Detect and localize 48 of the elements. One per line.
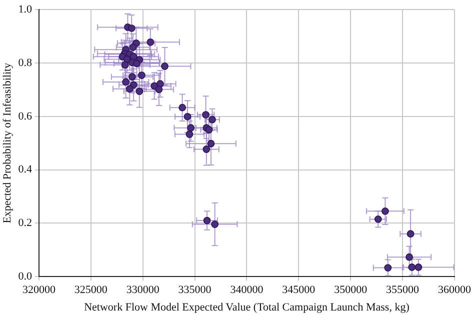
x-tick-label: 335000 xyxy=(178,284,212,296)
point xyxy=(138,72,146,79)
point xyxy=(129,44,137,51)
y-tick-label: 0.4 xyxy=(18,164,32,176)
point xyxy=(133,60,141,68)
point xyxy=(178,104,186,112)
point xyxy=(406,230,414,238)
y-tick-label: 0.0 xyxy=(18,270,32,282)
point xyxy=(202,146,210,153)
point xyxy=(128,73,136,81)
x-tick-label: 330000 xyxy=(126,284,160,296)
point xyxy=(155,86,163,94)
point xyxy=(408,264,416,271)
point xyxy=(384,264,392,272)
point xyxy=(202,111,210,118)
point xyxy=(211,220,219,228)
y-axis-title: Expected Probability of Infeasibility xyxy=(1,62,14,224)
point xyxy=(414,264,422,271)
point xyxy=(161,62,168,70)
point xyxy=(382,207,389,215)
y-tick-label: 0.6 xyxy=(18,110,32,122)
point xyxy=(156,80,164,88)
point xyxy=(186,130,194,138)
x-tick-label: 345000 xyxy=(282,284,316,296)
point xyxy=(122,78,130,86)
point xyxy=(146,38,154,46)
x-tick-label: 320000 xyxy=(22,284,56,296)
x-tick-label: 360000 xyxy=(438,284,472,296)
point xyxy=(126,85,134,93)
point xyxy=(406,253,414,261)
point xyxy=(136,88,144,95)
point xyxy=(205,126,213,134)
point xyxy=(184,112,192,120)
y-tick-label: 0.8 xyxy=(18,56,32,69)
x-tick-label: 355000 xyxy=(386,284,420,296)
point xyxy=(208,116,216,124)
point xyxy=(207,140,215,148)
point xyxy=(203,216,211,224)
point xyxy=(374,215,382,223)
point xyxy=(121,61,129,69)
y-tick-label: 1.0 xyxy=(18,3,32,16)
point xyxy=(187,124,195,132)
x-tick-label: 350000 xyxy=(334,284,368,296)
point xyxy=(128,24,136,32)
x-tick-label: 340000 xyxy=(230,284,264,296)
x-axis-title: Network Flow Model Expected Value (Total Campaign Launch Mass, kg) xyxy=(84,301,410,314)
y-tick-label: 0.2 xyxy=(18,217,32,230)
x-tick-label: 325000 xyxy=(74,284,108,296)
